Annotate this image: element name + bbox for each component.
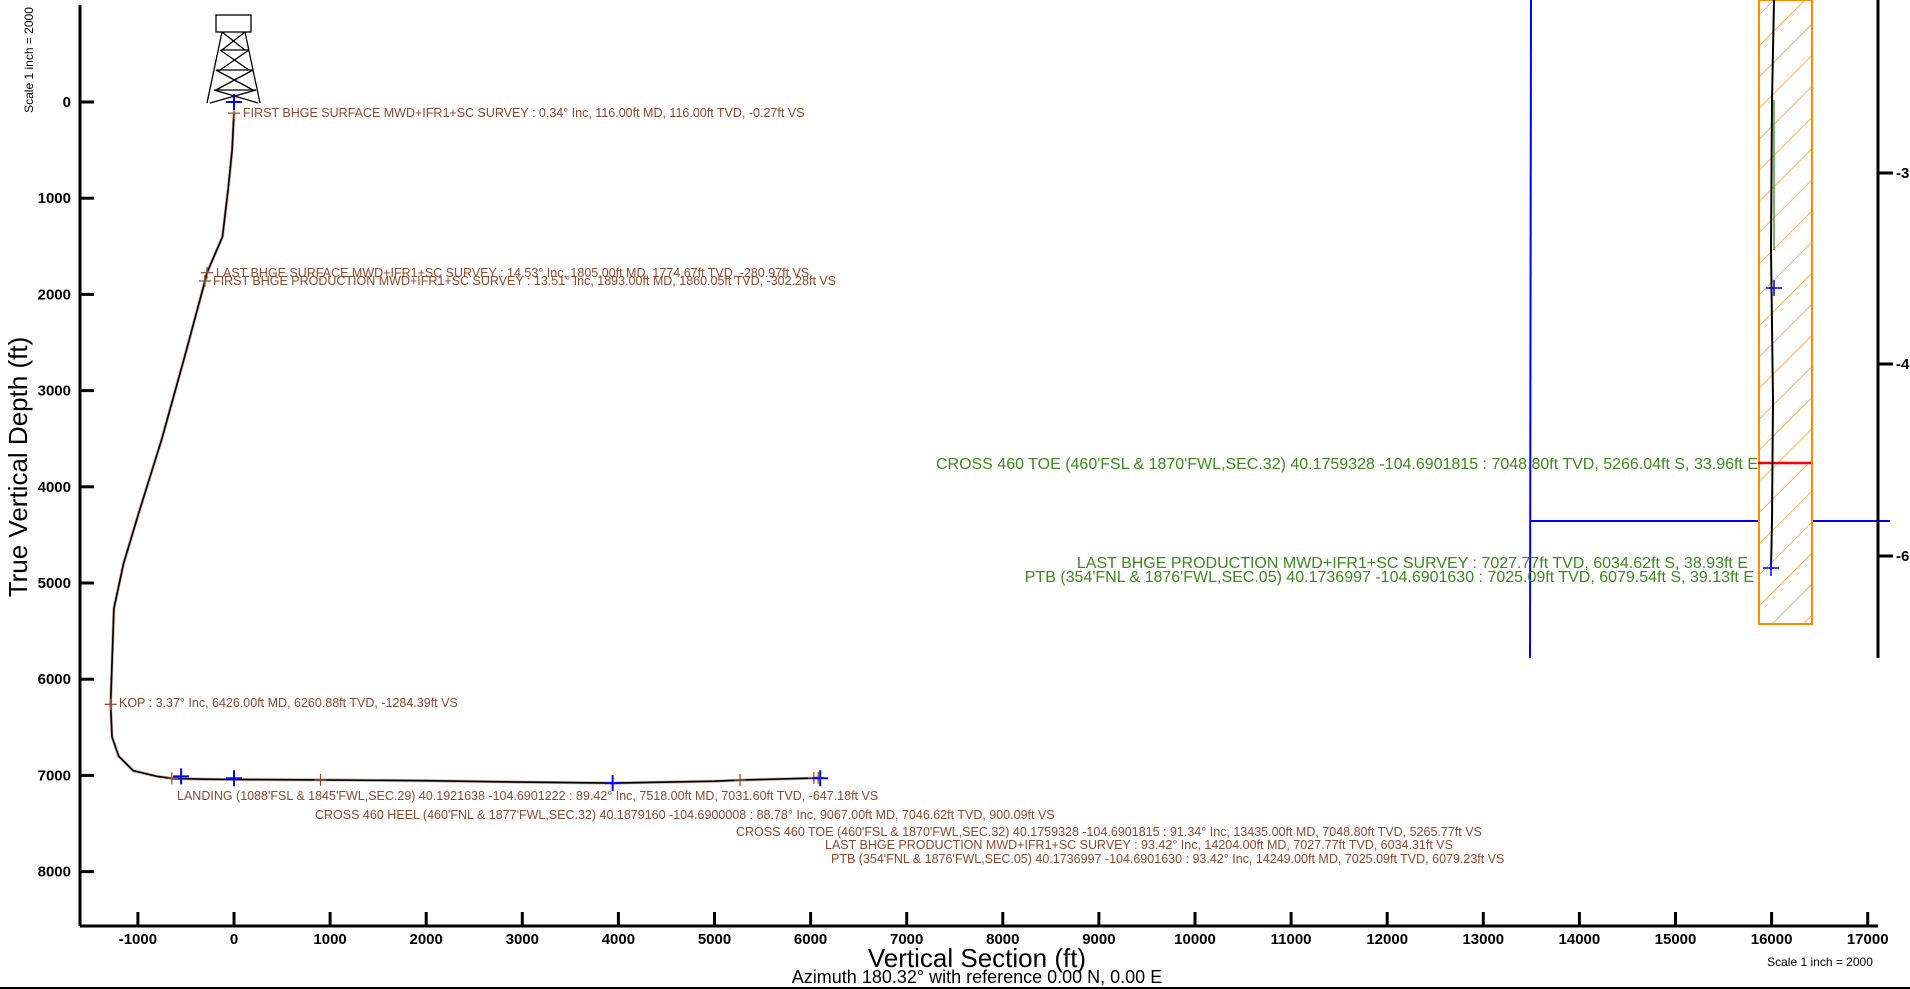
x-tick-label: 16000 (1751, 931, 1793, 948)
x-ticks: -1000 0 1000 2000 3000 4000 5000 6000 7000 8000 90… (119, 912, 1889, 948)
annotation-toe: CROSS 460 TOE (460'FSL & 1870'FWL,SEC.32… (736, 825, 1482, 839)
annotation-last-production-survey: LAST BHGE PRODUCTION MWD+IFR1+SC SURVEY … (825, 838, 1453, 852)
plan-view: -3 -4 -6 CROSS 460 TOE (460'FSL & 1870'F… (936, 0, 1910, 659)
plan-wellbore (1769, 0, 1775, 571)
x-tick-label: 10000 (1174, 931, 1216, 948)
y-tick-label: 0 (63, 94, 71, 111)
x-tick-label: 1000 (313, 931, 346, 948)
x-tick-label: 15000 (1655, 931, 1697, 948)
survey-marker (165, 772, 178, 785)
wellbore-path-layer (109, 113, 819, 785)
x-tick-label: 5000 (698, 931, 731, 948)
target-marker (812, 770, 829, 787)
target-marker (173, 768, 190, 785)
y-tick-label: 7000 (38, 767, 71, 784)
annotation-last-surface-survey: LAST BHGE SURFACE MWD+IFR1+SC SURVEY : 1… (216, 266, 809, 280)
x-tick-label: 11000 (1271, 931, 1312, 948)
y-tick-label: 1000 (38, 190, 71, 207)
annotation-first-production-survey: FIRST BHGE PRODUCTION MWD+IFR1+SC SURVEY… (213, 274, 836, 288)
x-tick-label: 13000 (1462, 931, 1504, 948)
x-axis-title: Vertical Section (ft) (868, 943, 1086, 973)
x-tick-label: -1000 (119, 931, 157, 948)
plan-annotation-ptb: PTB (354'FNL & 1876'FWL,SEC.05) 40.17369… (1025, 569, 1754, 586)
y-ticks: 0 1000 2000 3000 4000 5000 6000 7000 8000 (38, 94, 94, 881)
survey-marker (200, 266, 213, 279)
wellbore-plan-line (109, 113, 819, 785)
drilling-rig-icon (206, 14, 261, 104)
survey-marker (734, 774, 747, 787)
x-tick-label: 8000 (986, 931, 1019, 948)
x-tick-label: 2000 (410, 931, 443, 948)
x-tick-label: 14000 (1559, 931, 1601, 948)
plan-annotation-cross-toe: CROSS 460 TOE (460'FSL & 1870'FWL,SEC.32… (936, 456, 1758, 473)
plan-annotation-last-survey: LAST BHGE PRODUCTION MWD+IFR1+SC SURVEY … (1077, 555, 1748, 572)
survey-marker (104, 698, 117, 711)
target-marker (604, 775, 621, 792)
x-tick-label: 6000 (794, 931, 827, 948)
x-tick-label: 12000 (1366, 931, 1408, 948)
x-tick-label: 0 (230, 931, 238, 948)
target-marker (226, 94, 242, 110)
plan-right-tick-label: -3 (1896, 165, 1909, 182)
marker-layer (104, 94, 829, 792)
annotation-landing: LANDING (1088'FSL & 1845'FWL,SEC.29) 40.… (177, 789, 878, 803)
azimuth-subtitle: Azimuth 180.32° with reference 0.00 N, 0… (792, 967, 1162, 987)
y-tick-label: 4000 (38, 479, 71, 496)
plan-hardline-box (1758, 0, 1813, 625)
annotation-ptb: PTB (354'FNL & 1876'FWL,SEC.05) 40.17369… (831, 852, 1504, 866)
x-tick-label: 3000 (506, 931, 539, 948)
y-tick-label: 5000 (38, 575, 71, 592)
survey-marker (198, 274, 211, 287)
y-tick-label: 3000 (38, 383, 71, 400)
wellbore-path-line (109, 113, 819, 784)
survey-marker (314, 773, 327, 786)
annotation-heel: CROSS 460 HEEL (460'FNL & 1877'FWL,SEC.3… (315, 808, 1055, 822)
plan-right-tick-label: -4 (1896, 356, 1910, 373)
plan-right-tick-label: -6 (1896, 548, 1909, 565)
target-marker (226, 770, 242, 787)
x-tick-label: 17000 (1847, 931, 1889, 948)
y-tick-label: 8000 (38, 864, 71, 881)
plan-lease-line-vertical (1529, 0, 1532, 659)
annotation-kop: KOP : 3.37° Inc, 6426.00ft MD, 6260.88ft… (119, 696, 458, 710)
x-tick-label: 4000 (602, 931, 635, 948)
y-tick-label: 2000 (38, 286, 71, 303)
x-tick-label: 7000 (890, 931, 923, 948)
x-tick-label: 9000 (1082, 931, 1115, 948)
annotation-first-surface-survey: FIRST BHGE SURFACE MWD+IFR1+SC SURVEY : … (243, 106, 804, 120)
scale-label-left: Scale 1 inch = 2000 (22, 7, 36, 113)
y-axis-title: True Vertical Depth (ft) (3, 337, 33, 598)
scale-label-bottom: Scale 1 inch = 2000 (1767, 955, 1873, 969)
y-tick-label: 6000 (38, 671, 71, 688)
